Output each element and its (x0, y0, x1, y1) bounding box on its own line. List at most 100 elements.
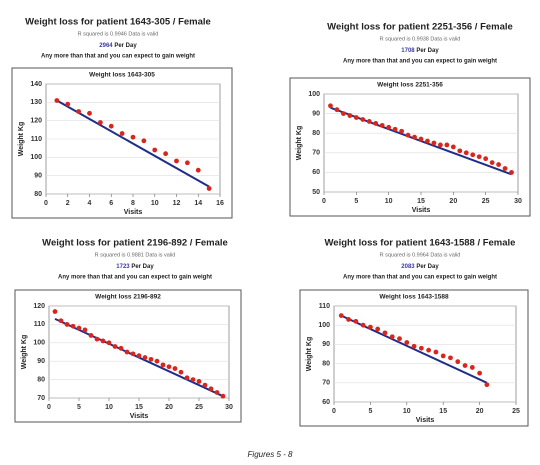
data-point (368, 324, 373, 330)
y-tick-label: 90 (37, 358, 45, 365)
data-point (70, 323, 76, 329)
data-point (426, 347, 432, 353)
chart-title: Weight loss 2251-356 (377, 82, 443, 89)
y-tick-label: 100 (308, 91, 320, 98)
x-tick-label: 10 (403, 408, 411, 415)
data-point (462, 363, 468, 368)
x-tick-label: 8 (131, 200, 135, 207)
data-point (76, 325, 82, 331)
data-point (334, 107, 340, 113)
y-tick-label: 110 (319, 303, 330, 310)
per-day: 1723 Per Day (116, 264, 154, 270)
y-tick-label: 70 (322, 380, 330, 387)
data-point (484, 382, 490, 388)
x-tick-label: 30 (225, 404, 233, 411)
panel-heading: Weight loss for patient 1643-305 / Femal… (25, 17, 211, 28)
y-axis-label: Weight Kg (21, 335, 28, 369)
x-tick-label: 15 (135, 404, 143, 411)
data-point (58, 318, 64, 324)
y-tick-label: 90 (34, 173, 42, 180)
data-point (141, 138, 147, 144)
y-tick-label: 110 (34, 321, 45, 328)
data-point (178, 369, 184, 375)
data-point (489, 160, 495, 166)
data-point (477, 370, 482, 376)
data-point (469, 365, 475, 370)
per-day-value: 1708 (401, 48, 415, 54)
data-point (97, 120, 103, 125)
r-squared: R squared is 0.9938 Data is valid (380, 36, 461, 42)
x-tick-label: 20 (165, 404, 173, 411)
data-point (496, 162, 501, 167)
data-point (353, 318, 359, 324)
x-axis-label: Visits (416, 417, 435, 424)
data-point (196, 379, 202, 384)
per-day: 2083 Per Day (401, 264, 439, 270)
x-tick-label: 5 (354, 198, 358, 205)
data-point (214, 390, 220, 395)
chart-title: Weight loss 2196-892 (95, 294, 161, 301)
x-tick-label: 10 (385, 198, 393, 205)
y-axis-label: Weight Kg (18, 122, 25, 156)
data-point (87, 110, 92, 116)
data-point (106, 340, 112, 346)
data-point (399, 128, 404, 134)
data-point (360, 322, 366, 328)
data-point (174, 158, 179, 164)
data-point (206, 186, 212, 191)
data-point (457, 148, 463, 154)
x-axis-label: Visits (124, 209, 143, 216)
x-tick-label: 30 (514, 198, 522, 205)
data-point (346, 317, 351, 322)
data-point (54, 98, 60, 103)
per-day-value: 1723 (116, 264, 130, 270)
data-point (418, 136, 424, 142)
x-tick-label: 16 (216, 200, 224, 207)
data-point (379, 122, 385, 128)
data-point (425, 138, 430, 144)
data-point (100, 338, 106, 344)
x-tick-label: 12 (173, 200, 181, 207)
x-tick-label: 10 (151, 200, 159, 207)
r-squared: R squared is 0.9946 Data is valid (78, 31, 159, 37)
data-point (172, 366, 178, 371)
y-tick-label: 120 (30, 118, 42, 125)
data-point (130, 134, 136, 140)
data-point (52, 309, 58, 314)
data-point (412, 134, 417, 140)
y-tick-label: 140 (30, 81, 42, 88)
data-point (405, 132, 411, 138)
y-tick-label: 90 (322, 341, 330, 348)
panel-heading: Weight loss for patient 2196-892 / Femal… (42, 238, 228, 249)
chart-title: Weight loss 1643-1588 (379, 294, 449, 301)
per-day-unit: Per Day (131, 264, 154, 270)
x-tick-label: 0 (44, 200, 48, 207)
data-point (444, 142, 450, 148)
data-point (483, 156, 489, 162)
data-point (108, 123, 114, 129)
x-tick-label: 25 (195, 404, 203, 411)
data-point (112, 344, 118, 349)
y-tick-label: 80 (37, 376, 45, 383)
data-point (65, 101, 71, 107)
x-tick-label: 6 (109, 200, 113, 207)
data-point (411, 343, 417, 349)
y-tick-label: 60 (322, 399, 330, 406)
y-axis-label: Weight Kg (296, 126, 303, 160)
data-point (136, 353, 142, 359)
per-day-unit: Per Day (416, 48, 439, 54)
data-point (190, 377, 196, 382)
warning: Any more than that and you can expect to… (58, 275, 212, 281)
data-point (386, 124, 392, 130)
data-point (502, 166, 508, 171)
data-point (154, 358, 160, 364)
y-tick-label: 110 (31, 136, 42, 143)
r-squared: R squared is 0.9881 Data is valid (95, 252, 176, 258)
per-day-value: 2964 (99, 43, 113, 49)
x-tick-label: 0 (47, 404, 51, 411)
data-point (448, 355, 453, 361)
data-point (463, 150, 469, 156)
per-day: 2964 Per Day (99, 43, 137, 49)
data-point (82, 327, 88, 333)
